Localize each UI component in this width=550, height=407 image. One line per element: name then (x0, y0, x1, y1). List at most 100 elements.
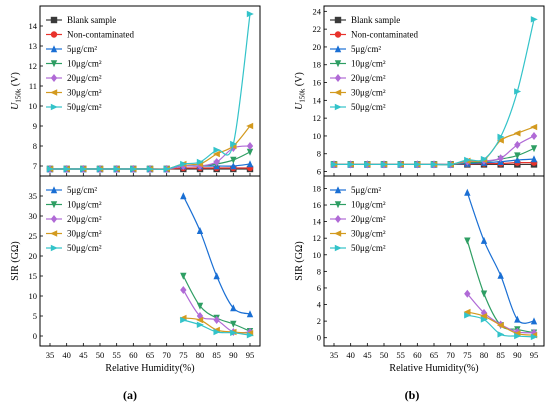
legend: Blank sample Non-contaminated 5μg/cm² 10μg/… (46, 15, 134, 112)
data-point (180, 316, 188, 324)
legend-entry: 10μg/cm² (67, 59, 102, 69)
legend-entry: 50μg/cm² (351, 102, 386, 112)
y-tick-label: 8 (317, 149, 321, 159)
y-tick-label: 10 (313, 131, 322, 141)
legend-marker (334, 244, 342, 252)
series-4 (464, 312, 538, 341)
y-tick-label: 18 (313, 183, 322, 193)
data-point (364, 161, 372, 168)
data-point (530, 333, 538, 341)
legend-marker (50, 244, 58, 252)
legend: 5μg/cm² 10μg/cm² 20μg/cm² 30μg/cm² 50μg/cm² (330, 185, 386, 253)
data-point (480, 290, 488, 298)
x-tick-label: 55 (396, 350, 405, 360)
data-point (330, 161, 338, 168)
legend-marker (50, 74, 58, 82)
data-point (180, 192, 187, 200)
y-axis-label: SIR (GΩ) (10, 241, 21, 280)
x-axis-label: Relative Humidity(%) (389, 363, 478, 374)
legend-entry: 30μg/cm² (351, 88, 386, 98)
x-tick-label: 40 (62, 350, 71, 360)
data-point (464, 237, 471, 245)
legend-entry: 50μg/cm² (67, 243, 102, 253)
caption-a: (a) (123, 388, 137, 402)
data-point (246, 142, 254, 150)
series-line (466, 240, 535, 334)
x-tick-label: 90 (513, 350, 522, 360)
legend-entry: 20μg/cm² (351, 214, 386, 224)
y-tick-label: 30 (29, 211, 38, 221)
legend: 5μg/cm² 10μg/cm² 20μg/cm² 30μg/cm² 50μg/cm² (46, 185, 102, 253)
data-point (213, 272, 220, 280)
data-point (530, 131, 538, 140)
x-tick-label: 35 (330, 350, 339, 360)
data-point (196, 158, 204, 166)
data-point (230, 304, 237, 312)
legend-entry: 5μg/cm² (351, 44, 381, 54)
x-tick-label: 65 (430, 350, 439, 360)
data-point (246, 148, 254, 156)
legend-entry: 30μg/cm² (67, 229, 102, 239)
chart-b-bottom: 0 2 4 6 8 10 12 14 16 18 SIR (GΩ) 35 40 45 50 55 60 65 70 7… (294, 175, 545, 374)
y-tick-label: 8 (33, 141, 37, 151)
legend-marker (334, 186, 342, 194)
data-point (246, 310, 254, 318)
y-tick-label: 0 (317, 333, 321, 343)
legend-entry: 20μg/cm² (67, 214, 102, 224)
data-point (380, 161, 388, 168)
data-point (514, 156, 521, 164)
data-point (497, 154, 504, 163)
legend-marker (50, 60, 58, 68)
data-point (514, 332, 522, 340)
y-tick-label: 9 (33, 121, 37, 131)
data-point (180, 272, 187, 280)
data-point (63, 165, 71, 173)
x-axis-label: Relative Humidity(%) (105, 363, 194, 374)
data-point (497, 133, 505, 141)
data-point (230, 162, 237, 170)
data-point (196, 312, 204, 320)
y-tick-label: 10 (29, 101, 38, 111)
y-axis-label: U150k (V) (294, 72, 307, 110)
legend-marker (334, 103, 342, 111)
data-point (447, 161, 455, 168)
legend-entry: 30μg/cm² (67, 88, 102, 98)
data-point (213, 146, 221, 154)
data-point (414, 161, 422, 168)
data-point (246, 10, 254, 18)
x-tick-label: 85 (496, 350, 505, 360)
legend-entry: 10μg/cm² (351, 59, 386, 69)
x-tick-label: 50 (96, 350, 105, 360)
y-tick-label: 13 (29, 41, 38, 51)
data-point (180, 286, 187, 294)
legend-marker (334, 74, 342, 82)
data-point (213, 158, 220, 166)
data-point (430, 161, 438, 168)
data-point (480, 236, 488, 244)
x-tick-label: 85 (212, 350, 221, 360)
y-tick-label: 10 (29, 291, 38, 301)
legend-entry: 50μg/cm² (351, 243, 386, 253)
data-point (480, 155, 488, 163)
data-point (80, 165, 88, 173)
y-tick-label: 6 (317, 283, 321, 293)
legend-marker (50, 230, 58, 237)
data-point (163, 165, 171, 173)
series-line (334, 135, 535, 166)
caption-b: (b) (405, 388, 420, 402)
data-point (514, 315, 521, 323)
legend-entry: 20μg/cm² (351, 73, 386, 83)
series-4 (180, 316, 254, 339)
x-tick-label: 45 (363, 350, 372, 360)
series-6 (330, 16, 538, 168)
series-0 (180, 192, 254, 318)
legend-entry: 5μg/cm² (67, 44, 97, 54)
y-tick-label: 20 (313, 42, 322, 52)
data-point (196, 302, 204, 310)
y-tick-label: 12 (313, 233, 322, 243)
legend-marker (334, 16, 342, 24)
data-point (480, 312, 488, 320)
x-tick-label: 70 (446, 350, 455, 360)
x-tick-label: 75 (463, 350, 472, 360)
legend-marker (50, 201, 58, 209)
